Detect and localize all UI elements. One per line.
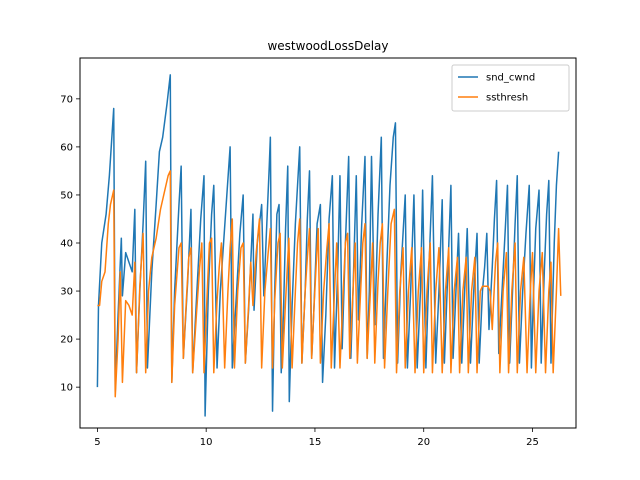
x-tick-label: 20 — [417, 437, 430, 448]
y-tick-label: 40 — [60, 239, 73, 250]
legend: snd_cwnd ssthresh — [451, 64, 570, 112]
y-tick-label: 10 — [60, 383, 73, 394]
y-tick-label: 60 — [60, 142, 73, 153]
x-axis-ticks: 5 10 15 20 25 — [94, 428, 539, 448]
series-line-ssthresh — [97, 170, 562, 398]
plot-lines — [96, 74, 562, 417]
legend-label-ssthresh: ssthresh — [486, 93, 528, 104]
y-tick-label: 50 — [60, 190, 73, 201]
series-line-snd-cwnd — [96, 74, 560, 417]
legend-box — [451, 64, 570, 112]
legend-label-snd-cwnd: snd_cwnd — [486, 73, 535, 84]
y-tick-label: 70 — [60, 94, 73, 105]
chart-title: westwoodLossDelay — [267, 39, 388, 53]
y-tick-label: 20 — [60, 335, 73, 346]
x-tick-label: 15 — [309, 437, 322, 448]
y-tick-label: 30 — [60, 287, 73, 298]
x-tick-label: 10 — [200, 437, 213, 448]
plot-frame — [79, 57, 577, 429]
x-tick-label: 5 — [94, 437, 100, 448]
x-tick-label: 25 — [526, 437, 539, 448]
y-axis-ticks: 10 20 30 40 50 60 70 — [60, 94, 80, 394]
